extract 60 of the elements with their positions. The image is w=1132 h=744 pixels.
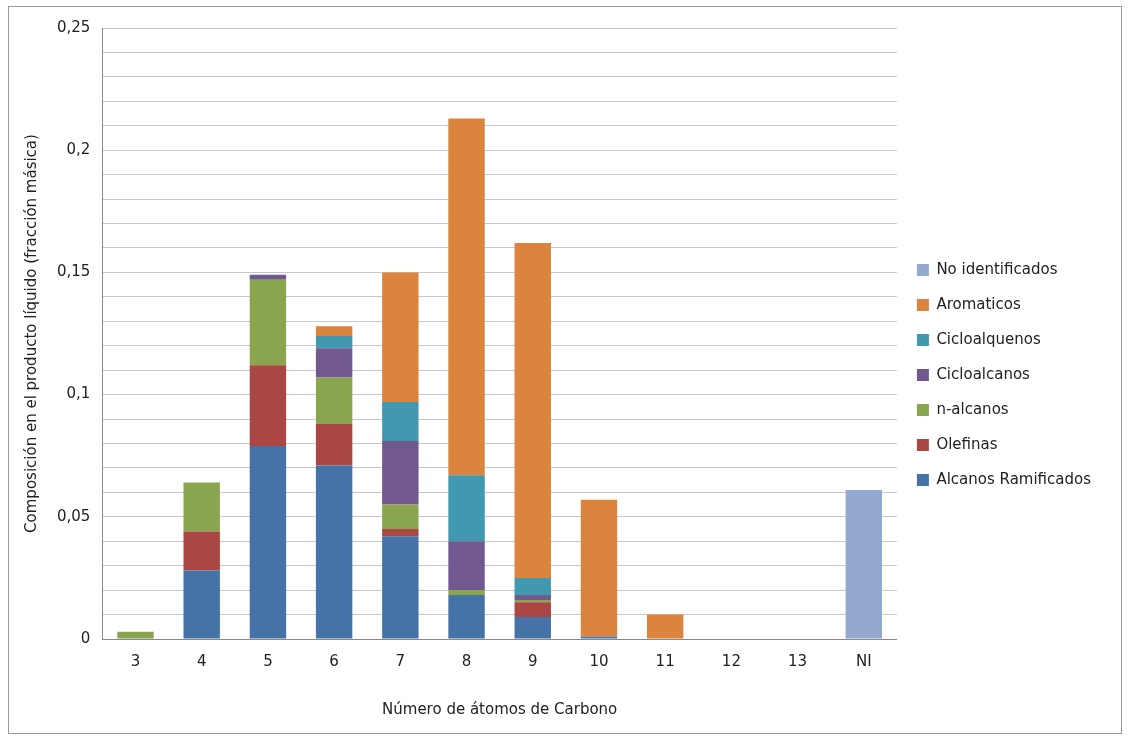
legend-label: Cicloalcanos [936,364,1031,383]
bar [315,465,353,639]
legend-label: Cicloalquenos [936,329,1041,348]
y-tick-label: 0,25 [56,17,91,36]
y-tick-label: 0,1 [66,384,91,403]
x-axis-title: Número de átomos de Carbono [382,699,618,718]
x-tick-label: 9 [527,651,538,670]
x-tick-label: 6 [329,651,339,670]
x-tick-label: 7 [395,651,406,670]
y-tick-label: 0 [80,628,91,647]
bar [249,445,287,639]
bar [315,335,353,349]
bar [183,482,220,532]
bar [382,529,419,537]
bar [448,118,485,476]
x-tick-label: 13 [788,651,808,670]
bar [448,595,485,639]
x-tick-label: 4 [196,651,207,670]
bar [382,504,419,530]
bar [315,377,353,424]
x-tick-label: 5 [263,651,273,670]
bar [315,348,353,378]
bar [514,577,551,596]
legend-label: No identificados [936,259,1058,278]
bar [448,590,485,596]
bar [646,614,684,639]
y-tick-label: 0,2 [66,140,91,159]
legend-label: Aromaticos [936,294,1021,313]
bar [249,279,287,366]
x-tick-label: 3 [130,651,141,670]
bar [580,499,618,637]
legend-label: n-alcanos [936,399,1009,418]
legend-label: Olefinas [936,434,998,453]
y-axis-title: Composición en el producto líquido (fracción másica) [21,134,40,533]
x-tick-label: 8 [461,651,472,670]
bar [382,272,419,402]
bar [514,595,551,600]
bar [183,531,220,571]
bar [514,602,551,617]
bar [249,274,287,280]
bar [382,441,419,505]
bar [382,536,419,639]
bar [845,489,882,639]
x-tick-label: 11 [655,651,675,670]
bar [514,617,551,639]
y-tick-label: 0,05 [56,506,91,525]
bar [249,365,287,446]
y-tick-label: 0,15 [56,262,91,281]
bar [315,423,353,466]
bar [448,541,485,591]
bar [514,243,551,578]
bar [448,475,485,542]
x-tick-label: 12 [721,651,741,670]
bar [382,401,419,442]
bar [315,326,353,336]
x-tick-label: 10 [589,651,609,670]
legend-label: Alcanos Ramificados [936,469,1092,488]
bar [183,570,220,639]
x-tick-label: NI [855,651,872,670]
bar [117,631,154,639]
